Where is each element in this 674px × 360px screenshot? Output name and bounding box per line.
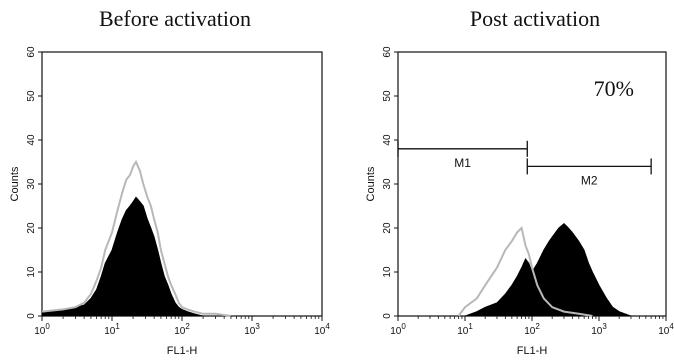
y-tick-label: 50	[382, 90, 393, 102]
x-tick-label: 101	[104, 322, 120, 337]
y-tick-label: 40	[26, 134, 37, 146]
histogram-filled-series	[41, 196, 204, 317]
panel-title-before: Before activation	[98, 6, 252, 31]
gate-m1: M1	[397, 140, 528, 170]
gate-label: M2	[581, 173, 598, 187]
y-tick-label: 0	[26, 313, 37, 319]
x-axis-label: FL1-H	[517, 345, 548, 357]
histogram-panel-1: 0 10 20 30 40 50 60 100 101 102 103 104 FL1-H Counts	[9, 46, 330, 357]
y-tick-label: 0	[382, 313, 393, 319]
y-axis-label: Counts	[365, 166, 377, 201]
x-tick-label: 102	[174, 322, 190, 337]
x-tick-label: 100	[390, 322, 406, 337]
x-axis-label: FL1-H	[167, 345, 198, 357]
percentage-annotation: 70%	[594, 76, 634, 101]
histogram-outline-series	[41, 159, 232, 317]
x-tick-label: 103	[591, 322, 607, 337]
y-tick-label: 10	[382, 266, 393, 278]
y-tick-label: 60	[382, 46, 393, 58]
histogram-panel-2: 0 10 20 30 40 50 60 100 101 102 103 104 FL1-H Counts M…	[365, 46, 674, 357]
y-tick-label: 30	[382, 178, 393, 190]
x-tick-label: 101	[457, 322, 473, 337]
gate-m2: M2	[526, 158, 652, 187]
plot-frame	[41, 51, 323, 317]
gate-label: M1	[454, 156, 471, 170]
y-tick-label: 10	[26, 266, 37, 278]
histogram-filled-series	[464, 223, 632, 317]
y-axis-label: Counts	[9, 166, 21, 201]
x-tick-label: 104	[314, 322, 330, 337]
x-tick-label: 103	[244, 322, 260, 337]
x-tick-label: 104	[658, 322, 674, 337]
x-tick-label: 102	[524, 322, 540, 337]
y-tick-label: 30	[26, 178, 37, 190]
panel-title-post: Post activation	[469, 6, 601, 31]
x-tick-label: 100	[34, 322, 50, 337]
y-tick-label: 60	[26, 46, 37, 58]
y-tick-label: 20	[26, 222, 37, 234]
y-tick-label: 40	[382, 134, 393, 146]
histogram-outline-series	[457, 226, 593, 317]
y-tick-label: 20	[382, 222, 393, 234]
y-tick-label: 50	[26, 90, 37, 102]
